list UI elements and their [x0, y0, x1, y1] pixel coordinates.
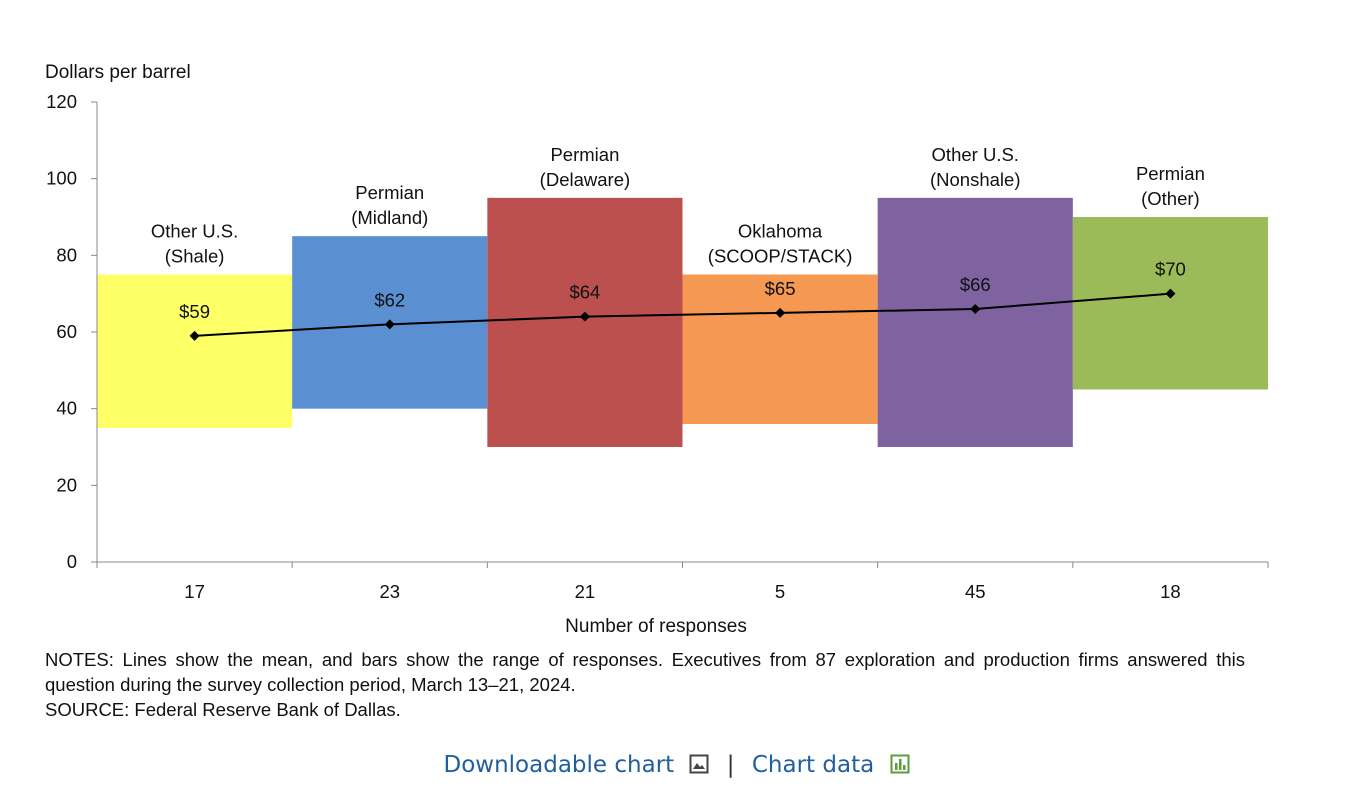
mean-marker-1: [189, 330, 200, 341]
downloadable-chart-label: Downloadable chart: [443, 752, 675, 778]
mean-marker-2: [384, 319, 395, 330]
category-label-line1: Permian: [355, 182, 424, 203]
chart-data-label: Chart data: [751, 752, 875, 778]
category-label-line1: Other U.S.: [932, 144, 1019, 165]
x-axis-label: Number of responses: [565, 616, 747, 637]
bar-chart-icon: [890, 754, 909, 774]
y-tick-label: 80: [56, 244, 77, 265]
mean-value-label: $65: [765, 278, 796, 299]
y-tick-label: 100: [46, 168, 77, 189]
mean-marker-6: [1165, 288, 1176, 299]
source-text: SOURCE: Federal Reserve Bank of Dallas.: [45, 699, 401, 720]
category-label-line2: (SCOOP/STACK): [708, 246, 853, 267]
mean-value-label: $62: [374, 289, 405, 310]
response-count-label: 21: [575, 581, 596, 602]
chart-data-link[interactable]: Chart data: [752, 752, 910, 778]
mean-marker-3: [579, 311, 590, 322]
category-label-line2: (Midland): [351, 207, 428, 228]
mean-value-label: $66: [960, 274, 991, 295]
notes-text: NOTES: Lines show the mean, and bars sho…: [45, 649, 1245, 695]
range-bar-4: [682, 274, 878, 424]
category-label-line1: Permian: [550, 144, 619, 165]
mean-marker-4: [775, 307, 786, 318]
chart-notes: NOTES: Lines show the mean, and bars sho…: [45, 647, 1245, 722]
mean-value-label: $70: [1155, 259, 1186, 280]
range-bar-5: [877, 197, 1073, 447]
range-bar-1: [97, 274, 293, 428]
mean-value-label: $64: [569, 282, 600, 303]
range-bar-3: [487, 197, 683, 447]
downloadable-chart-link[interactable]: Downloadable chart: [444, 752, 717, 778]
chart: Dollars per barrel 0 20 40 60 80 100 120 Other …: [45, 62, 1269, 637]
range-bar-6: [1072, 217, 1268, 390]
response-count-label: 5: [775, 581, 785, 602]
category-label-line1: Permian: [1136, 163, 1205, 184]
y-tick-label: 20: [56, 474, 77, 495]
mean-marker-5: [970, 304, 981, 314]
chart-links: Downloadable chart | Chart data: [0, 752, 1353, 778]
y-tick-label: 120: [46, 91, 77, 112]
y-tick-label: 40: [56, 398, 77, 419]
response-count-label: 45: [965, 581, 986, 602]
response-count-label: 18: [1160, 581, 1181, 602]
category-label-line2: (Delaware): [540, 169, 630, 190]
category-label-line2: (Nonshale): [930, 169, 1021, 190]
mean-value-label: $59: [179, 301, 210, 322]
y-axis-label: Dollars per barrel: [45, 62, 191, 83]
category-label-line2: (Shale): [165, 246, 225, 267]
y-tick-label: 60: [56, 321, 77, 342]
link-separator: |: [726, 752, 735, 778]
y-tick-label: 0: [67, 551, 77, 572]
response-count-label: 23: [379, 581, 400, 602]
plot-area: 0 20 40 60 80 100 120 Other U.S. (Shale) 17 $59 Per…: [46, 91, 1269, 602]
category-label-line2: (Other): [1141, 188, 1200, 209]
category-label-line1: Other U.S.: [151, 221, 238, 242]
response-count-label: 17: [184, 581, 205, 602]
mean-line: [194, 292, 1171, 337]
category-label-line1: Oklahoma: [738, 221, 823, 242]
image-icon: [689, 754, 709, 774]
